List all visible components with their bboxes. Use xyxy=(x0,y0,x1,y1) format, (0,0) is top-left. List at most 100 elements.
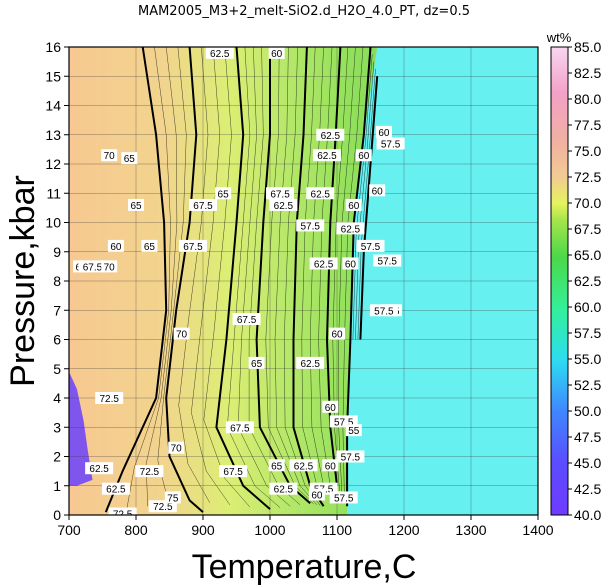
colorbar-tick-label: 40.0 xyxy=(574,507,601,523)
contour-label-box xyxy=(268,459,285,472)
contour-label-box xyxy=(355,149,372,162)
contour-label: 70 xyxy=(171,444,183,455)
contour-label-box xyxy=(375,125,392,138)
colorbar-tick-label: 42.5 xyxy=(574,481,601,497)
contour-label: 62.5 xyxy=(321,131,341,142)
contour-label-box xyxy=(168,441,185,454)
contour-label: 62.5 xyxy=(106,485,126,496)
contour-label: 70 xyxy=(104,151,116,162)
contour-label-box xyxy=(107,239,124,252)
contour-label: 57.5 xyxy=(300,221,320,232)
y-tick-label: 9 xyxy=(53,244,61,260)
contour-label: 70 xyxy=(104,262,116,273)
contour-label: 65 xyxy=(218,189,230,200)
contour-label: 67.5 xyxy=(223,467,243,478)
colorbar-unit: wt% xyxy=(546,30,572,45)
contour-line-67-5 xyxy=(215,47,271,510)
contour-label: 65 xyxy=(124,154,136,165)
contour-label: 60 xyxy=(378,128,390,139)
colorbar-tick-label: 60.0 xyxy=(574,299,601,315)
contour-label-box xyxy=(306,187,335,200)
colorbar-tick-label: 80.0 xyxy=(574,91,601,107)
contour-line-55 xyxy=(359,76,379,340)
colorbar-tick-label: 65.0 xyxy=(574,247,601,263)
y-tick-label: 7 xyxy=(53,302,61,318)
colorbar-tick-label: 52.5 xyxy=(574,377,601,393)
contour-label: 57.5 xyxy=(361,242,381,253)
colorbar xyxy=(550,46,569,516)
contour-label: 67.5 xyxy=(237,315,257,326)
y-tick-label: 12 xyxy=(45,156,61,172)
contour-label-box xyxy=(219,465,248,478)
contour-label-box xyxy=(369,184,386,197)
contour-label: 70 xyxy=(176,330,188,341)
contour-label: 57.5 xyxy=(341,453,361,464)
x-tick-label: 900 xyxy=(191,522,215,538)
contour-label: 62.5 xyxy=(274,485,294,496)
contour-label: 60 xyxy=(348,201,360,212)
y-tick-label: 10 xyxy=(45,215,61,231)
contour-label-box xyxy=(148,500,177,513)
y-tick-label: 2 xyxy=(53,449,61,465)
contour-label: 67.5 xyxy=(83,262,103,273)
contour-label-box xyxy=(316,128,345,141)
contour-line-57-5 xyxy=(346,47,372,507)
y-tick-label: 11 xyxy=(46,185,61,201)
contour-label-box xyxy=(178,239,207,252)
contour-label: 67.5 xyxy=(193,201,213,212)
contour-label: 60 xyxy=(271,49,283,60)
contour-label-box xyxy=(336,450,365,463)
contour-label-box xyxy=(309,257,338,270)
colorbar-tick-label: 50.0 xyxy=(574,403,601,419)
contour-label: 60 xyxy=(345,259,357,270)
contour-label-box xyxy=(135,465,164,478)
thin-contour-line xyxy=(357,68,376,340)
contour-label: 55 xyxy=(348,426,360,437)
colorbar-tick-label: 72.5 xyxy=(574,169,601,185)
contour-label: 72.5 xyxy=(113,510,133,521)
colorbar-tick-label: 67.5 xyxy=(574,221,601,237)
contour-label-box xyxy=(329,491,358,504)
colorbar-ticks: 40.0 42.5 45.0 47.5 50.0 52.5 55.0 57.5 60.0 62.5… xyxy=(568,39,601,523)
contour-label-box xyxy=(322,459,339,472)
contour-label: 60 xyxy=(110,242,122,253)
contour-label-box xyxy=(164,491,181,504)
contour-label: 72.5 xyxy=(153,502,173,513)
colorbar-tick-label: 62.5 xyxy=(574,273,601,289)
contour-label-box xyxy=(215,187,232,200)
colorbar-tick-label: 47.5 xyxy=(574,429,601,445)
x-tick-label: 800 xyxy=(124,522,148,538)
contour-label-box xyxy=(266,187,295,200)
contour-label: 60 xyxy=(331,330,343,341)
y-tick-label: 5 xyxy=(53,361,61,377)
x-tick-label: 1000 xyxy=(254,522,285,538)
x-tick-label: 1100 xyxy=(322,522,352,538)
contour-label: 62.5 xyxy=(300,359,320,370)
contour-label-box xyxy=(322,400,339,413)
contour-label: 60 xyxy=(325,461,337,472)
contour-line-72-5 xyxy=(104,47,168,513)
x-tick-label: 1400 xyxy=(522,522,553,538)
y-tick-label: 14 xyxy=(45,98,61,114)
contour-label-box xyxy=(308,488,325,501)
contour-label-box xyxy=(345,198,362,211)
contour-label-box xyxy=(189,198,217,211)
contour-label-box xyxy=(356,239,385,252)
contour-label: 57.5 xyxy=(381,140,401,151)
contour-label-box xyxy=(95,392,124,404)
contour-label: 62.5 xyxy=(314,259,334,270)
contour-label-box xyxy=(269,198,298,211)
contour-label-box xyxy=(312,149,341,162)
contour-label: 65 xyxy=(251,359,263,370)
contour-label-box xyxy=(128,198,144,211)
contour-label: 60 xyxy=(358,151,370,162)
contour-lines xyxy=(104,47,379,513)
y-tick-label: 13 xyxy=(45,127,61,143)
contour-label: 72.5 xyxy=(99,394,119,405)
contour-label: 60 xyxy=(372,186,384,197)
contour-label: 60 xyxy=(311,491,323,502)
x-axis-ticks: 700 800 900 1000 1100 1200 1300 1400 xyxy=(57,515,554,538)
low-temperature-region xyxy=(69,371,93,486)
